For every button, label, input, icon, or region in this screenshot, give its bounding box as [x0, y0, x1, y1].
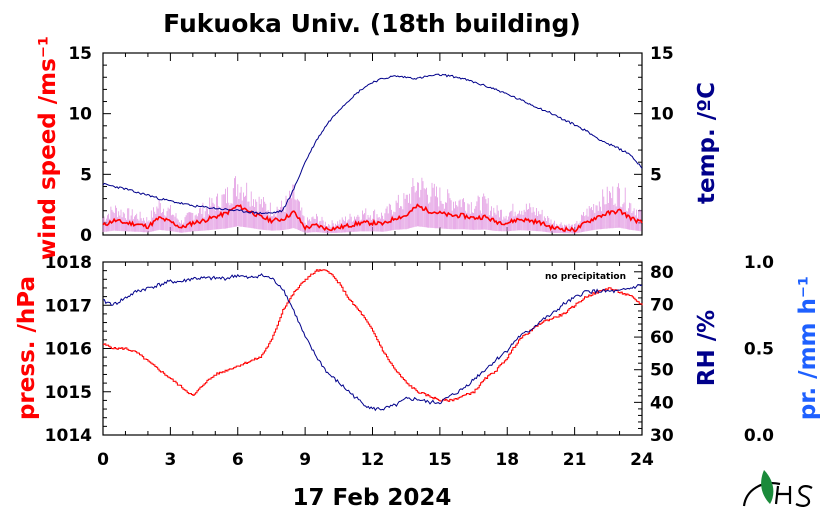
temp-tick-label: 15: [650, 44, 674, 64]
rh-tick-label: 70: [650, 295, 674, 315]
pressure-tick-label: 1014: [45, 426, 92, 446]
pressure-tick-label: 1016: [45, 340, 92, 360]
x-tick-label: 18: [495, 450, 519, 470]
x-tick-label: 24: [630, 450, 654, 470]
date-label: 17 Feb 2024: [293, 485, 452, 511]
wind-tick-label: 5: [80, 165, 92, 185]
chart-title: Fukuoka Univ. (18th building): [163, 9, 581, 38]
data-series: [102, 73, 643, 412]
x-tick-label: 6: [232, 450, 244, 470]
wind-tick-label: 10: [68, 105, 92, 125]
temp-tick-label: 5: [650, 165, 662, 185]
precip-tick-label: 1.0: [744, 253, 774, 273]
rh-tick-label: 40: [650, 393, 674, 413]
x-tick-label: 0: [97, 450, 109, 470]
rh-tick-label: 50: [650, 361, 674, 381]
precip-tick-label: 0.0: [744, 426, 774, 446]
institution-logo-icon: [742, 470, 813, 507]
axis-ticks: [102, 52, 643, 436]
precip-tick-label: 0.5: [744, 340, 774, 360]
temp-tick-label: 10: [650, 105, 674, 125]
x-tick-label: 15: [428, 450, 452, 470]
x-tick-label: 21: [563, 450, 587, 470]
pressure-tick-label: 1017: [45, 296, 92, 316]
x-tick-label: 12: [361, 450, 385, 470]
x-tick-label: 9: [299, 450, 311, 470]
precip-axis-label: pr. /mm h⁻¹: [795, 276, 821, 420]
pressure-axis-label: press. /hPa: [14, 276, 40, 420]
pressure-tick-label: 1018: [45, 253, 92, 273]
temperature-axis-label: temp. /ºC: [694, 82, 720, 204]
wind-speed-series: [102, 203, 643, 233]
pressure-tick-label: 1015: [45, 383, 92, 403]
x-tick-label: 3: [164, 450, 176, 470]
axis-tick-labels: 0 3 6 9 12 15 18 21 2405101551015101410151016101…: [45, 44, 774, 470]
rh-tick-label: 60: [650, 328, 674, 348]
precip-annotation: no precipitation: [545, 272, 626, 282]
wind-tick-label: 15: [68, 44, 92, 64]
rh-axis-label: RH /%: [694, 310, 720, 386]
pressure-series: [103, 269, 643, 402]
temperature-series: [102, 73, 643, 215]
wind-tick-label: 0: [80, 226, 92, 246]
rh-tick-label: 80: [650, 263, 674, 283]
rh-series: [102, 273, 643, 412]
wind-speed-axis-label: wind speed /ms⁻¹: [35, 36, 61, 260]
rh-tick-label: 30: [650, 426, 674, 446]
top-panel-frame: [102, 52, 643, 236]
